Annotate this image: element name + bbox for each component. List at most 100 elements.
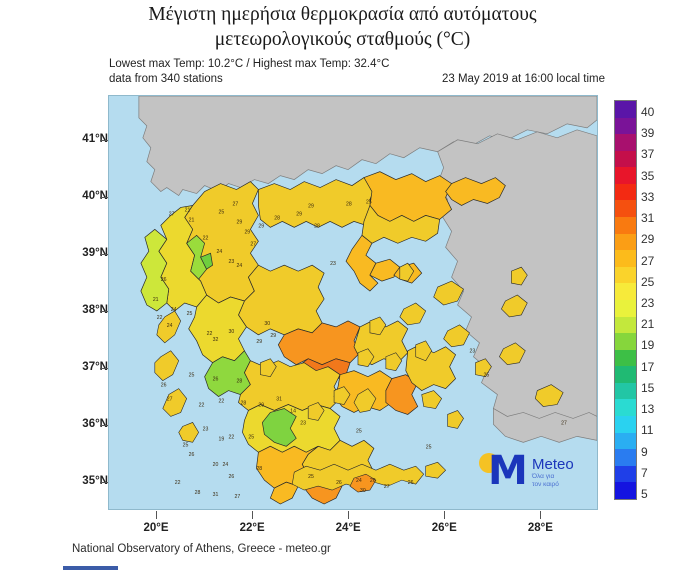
svg-text:14: 14 bbox=[290, 408, 296, 414]
colorbar-cell bbox=[615, 316, 636, 334]
svg-text:21: 21 bbox=[185, 207, 191, 213]
colorbar-tick-label: 9 bbox=[641, 444, 648, 459]
colorbar-tick-label: 39 bbox=[641, 126, 655, 141]
colorbar-tick-label: 25 bbox=[641, 274, 655, 289]
colorbar-tick-label: 7 bbox=[641, 465, 648, 480]
colorbar-tick-label: 11 bbox=[641, 423, 654, 438]
svg-text:24: 24 bbox=[217, 249, 223, 255]
svg-text:28: 28 bbox=[256, 466, 262, 472]
svg-text:25: 25 bbox=[187, 311, 193, 317]
colorbar-cell bbox=[615, 117, 636, 135]
colorbar-cell bbox=[615, 250, 636, 267]
title-line-2: μετεωρολογικούς σταθμούς (°C) bbox=[214, 29, 471, 50]
svg-text:23: 23 bbox=[470, 349, 476, 355]
svg-text:24: 24 bbox=[236, 263, 242, 269]
svg-text:28: 28 bbox=[346, 201, 352, 207]
latitude-tick-mark bbox=[100, 367, 108, 369]
colorbar-cell bbox=[615, 217, 636, 234]
meteo-wordmark: Meteo bbox=[532, 456, 574, 473]
latitude-tick-label: 39°N bbox=[82, 247, 108, 260]
svg-text:25: 25 bbox=[219, 209, 225, 215]
colorbar-cell bbox=[615, 101, 636, 118]
svg-text:24: 24 bbox=[356, 478, 362, 484]
longitude-axis: 20°E 22°E 24°E 26°E 28°E bbox=[108, 511, 598, 541]
svg-text:22: 22 bbox=[199, 402, 205, 408]
colorbar-cell bbox=[615, 366, 636, 383]
svg-text:24: 24 bbox=[223, 462, 229, 468]
latitude-tick-label: 38°N bbox=[82, 304, 108, 317]
meteo-m-mark: M bbox=[488, 448, 528, 494]
svg-text:28: 28 bbox=[274, 215, 280, 221]
footer-credit: National Observatory of Athens, Greece -… bbox=[72, 543, 331, 555]
svg-text:24: 24 bbox=[171, 307, 177, 313]
svg-text:22: 22 bbox=[229, 434, 235, 440]
colorbar-cell bbox=[615, 415, 636, 433]
longitude-tick-label: 26°E bbox=[431, 522, 457, 534]
colorbar-tick-label: 37 bbox=[641, 147, 655, 162]
svg-text:23: 23 bbox=[300, 420, 306, 426]
svg-text:26: 26 bbox=[336, 480, 342, 486]
svg-text:26: 26 bbox=[161, 383, 167, 389]
svg-text:26: 26 bbox=[161, 277, 167, 283]
longitude-tick-label: 28°E bbox=[527, 522, 553, 534]
colorbar-tick-label: 29 bbox=[641, 232, 655, 247]
latitude-tick-mark bbox=[100, 254, 108, 256]
svg-text:27: 27 bbox=[169, 211, 175, 217]
colorbar-tick-label: 40 bbox=[641, 105, 655, 119]
colorbar-cell bbox=[615, 233, 636, 251]
greece-temperature-layer bbox=[140, 171, 506, 505]
svg-text:27: 27 bbox=[384, 484, 390, 490]
sun-icon bbox=[479, 453, 499, 473]
latitude-tick-mark bbox=[100, 140, 108, 142]
latitude-tick-label: 37°N bbox=[82, 360, 108, 373]
colorbar-tick-labels: 40 39 37 35 33 31 29 27 25 23 21 19 17 15 13 11 9 7 5 bbox=[641, 100, 679, 500]
longitude-tick-label: 22°E bbox=[239, 522, 265, 534]
svg-text:29: 29 bbox=[308, 203, 314, 209]
colorbar-cell bbox=[615, 349, 636, 367]
meteo-logo: M Meteo Όλα για τον καιρό bbox=[475, 448, 597, 495]
colorbar-cell bbox=[615, 167, 636, 184]
svg-text:24: 24 bbox=[167, 323, 173, 329]
sub-header: Lowest max Temp: 10.2°C / Highest max Te… bbox=[109, 57, 605, 86]
colorbar-cell bbox=[615, 200, 636, 218]
longitude-tick-mark bbox=[252, 511, 254, 519]
svg-text:28: 28 bbox=[195, 490, 201, 496]
colorbar-cell bbox=[615, 482, 636, 499]
svg-text:23: 23 bbox=[330, 261, 336, 267]
svg-text:25: 25 bbox=[483, 373, 489, 379]
footer-accent-bar bbox=[63, 566, 118, 570]
temperature-map[interactable]: 27 21 21 22 25 27 29 29 29 24 23 24 27 28 29 29 … bbox=[108, 95, 598, 510]
svg-text:27: 27 bbox=[167, 397, 173, 403]
svg-text:29: 29 bbox=[270, 333, 276, 339]
svg-text:25: 25 bbox=[366, 199, 372, 205]
latitude-axis: 41°N 40°N 39°N 38°N 37°N 36°N 35°N bbox=[48, 95, 108, 510]
colorbar-cell bbox=[615, 283, 636, 300]
svg-text:22: 22 bbox=[207, 331, 213, 337]
latitude-tick-label: 40°N bbox=[82, 190, 108, 203]
svg-text:30: 30 bbox=[360, 488, 366, 494]
colorbar-cell bbox=[615, 183, 636, 201]
colorbar-tick-label: 13 bbox=[641, 402, 655, 417]
colorbar-tick-label: 27 bbox=[641, 253, 655, 268]
svg-text:29: 29 bbox=[256, 339, 262, 345]
latitude-tick-label: 36°N bbox=[82, 417, 108, 430]
longitude-tick-mark bbox=[540, 511, 542, 519]
svg-text:26: 26 bbox=[408, 480, 414, 486]
svg-text:22: 22 bbox=[219, 399, 225, 405]
latitude-tick-mark bbox=[100, 424, 108, 426]
colorbar-cell bbox=[615, 382, 636, 400]
colorbar-gradient bbox=[614, 100, 637, 500]
svg-text:25: 25 bbox=[356, 428, 362, 434]
timestamp-text: 23 May 2019 at 16:00 local time bbox=[441, 72, 605, 85]
svg-text:32: 32 bbox=[213, 337, 219, 343]
page-title: Μέγιστη ημερήσια θερμοκρασία από αυτόματ… bbox=[0, 2, 685, 52]
svg-text:27: 27 bbox=[232, 201, 238, 207]
svg-text:29: 29 bbox=[236, 219, 242, 225]
colorbar-cell bbox=[615, 266, 636, 284]
latitude-tick-label: 35°N bbox=[82, 474, 108, 487]
colorbar-cell bbox=[615, 465, 636, 483]
svg-text:29: 29 bbox=[258, 223, 264, 229]
tagline-line-2: τον καιρό bbox=[532, 480, 559, 488]
colorbar-cell bbox=[615, 299, 636, 317]
colorbar-tick-label: 15 bbox=[641, 380, 655, 395]
